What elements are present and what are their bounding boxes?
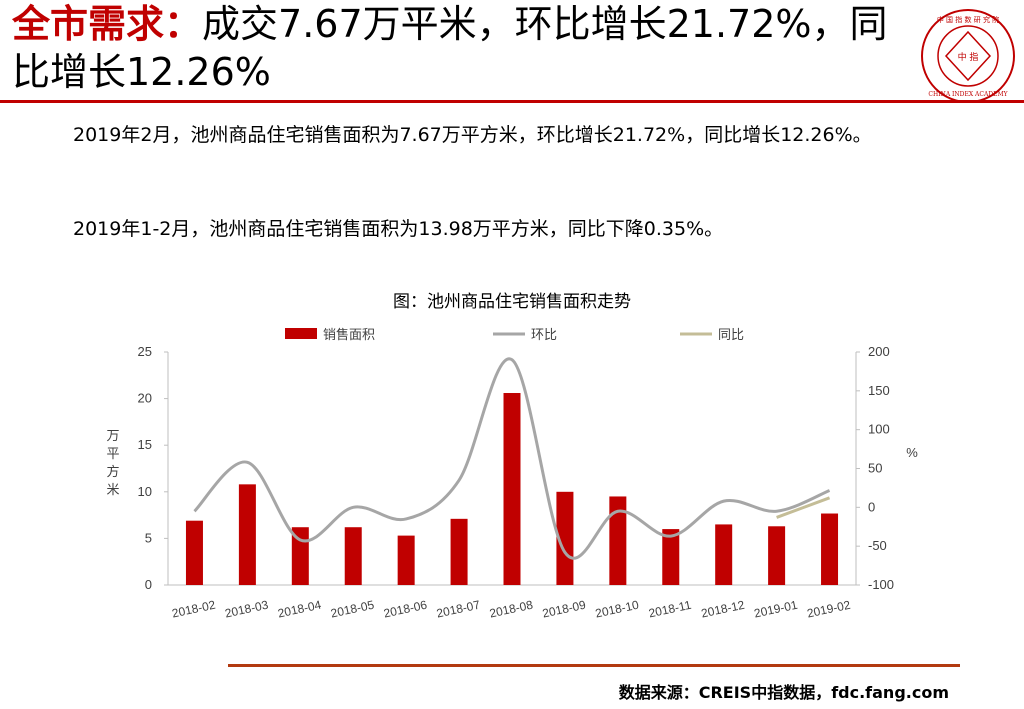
bar-2018-05 xyxy=(344,527,362,585)
right-tick-label: 50 xyxy=(868,461,882,476)
right-tick-label: 100 xyxy=(868,422,890,437)
bar-2018-10 xyxy=(609,496,627,585)
left-axis-label-char: 米 xyxy=(106,482,119,497)
left-tick-label: 5 xyxy=(145,530,152,545)
bar-2018-11 xyxy=(662,529,680,585)
x-tick-label: 2018-05 xyxy=(329,598,375,621)
bar-2018-07 xyxy=(450,518,468,585)
x-tick-label: 2018-08 xyxy=(488,598,534,621)
chart-title: 图：池州商品住宅销售面积走势 xyxy=(393,292,631,312)
logo-ring-text: 中 国 指 数 研 究 院 xyxy=(937,15,999,24)
x-tick-label: 2018-02 xyxy=(171,598,217,621)
left-tick-label: 15 xyxy=(138,437,152,452)
title-divider xyxy=(0,100,1024,103)
logo-center-text: 中 指 xyxy=(958,51,979,63)
left-tick-label: 20 xyxy=(138,391,152,406)
title-rest: 成交7.67万平米，环比增长21.72%，同比增长12.26% xyxy=(12,2,888,94)
bar-2019-02 xyxy=(821,513,839,585)
line-环比 xyxy=(193,357,831,560)
right-tick-label: 200 xyxy=(868,344,890,359)
x-tick-label: 2018-07 xyxy=(435,598,481,621)
legend-label-销售面积: 销售面积 xyxy=(323,327,375,342)
x-tick-label: 2018-11 xyxy=(647,598,692,621)
legend-label-环比: 环比 xyxy=(531,327,557,342)
x-tick-label: 2018-06 xyxy=(382,598,428,621)
logo-ring-text-en: CHINA INDEX ACADEMY xyxy=(928,91,1008,98)
bar-2018-02 xyxy=(185,520,203,585)
bar-2018-09 xyxy=(556,491,574,585)
right-axis-label: % xyxy=(906,445,918,460)
x-tick-label: 2018-12 xyxy=(700,598,746,621)
title-prefix: 全市需求： xyxy=(12,2,203,46)
footer-divider xyxy=(228,664,960,667)
bar-2018-03 xyxy=(238,484,256,585)
paragraph-ytd: 2019年1-2月，池州商品住宅销售面积为13.98万平方米，同比下降0.35%… xyxy=(73,218,724,240)
bar-2018-12 xyxy=(715,524,733,585)
right-tick-label: -100 xyxy=(868,577,894,592)
left-tick-label: 25 xyxy=(138,344,152,359)
bar-2018-06 xyxy=(397,535,415,585)
left-axis-label-char: 平 xyxy=(106,446,119,461)
line-同比 xyxy=(776,496,831,519)
x-tick-label: 2019-02 xyxy=(806,598,852,621)
right-tick-label: 0 xyxy=(868,499,875,514)
page-title: 全市需求：成交7.67万平米，环比增长21.72%，同比增长12.26% xyxy=(12,0,892,96)
legend-label-同比: 同比 xyxy=(718,327,744,342)
x-tick-label: 2018-10 xyxy=(594,598,640,621)
right-tick-label: 150 xyxy=(868,383,890,398)
left-tick-label: 10 xyxy=(138,484,152,499)
legend-swatch-销售面积 xyxy=(285,328,317,339)
left-axis-label-char: 方 xyxy=(106,464,119,479)
right-tick-label: -50 xyxy=(868,538,887,553)
sales-area-chart: 0 5 10 15 20 25 -100 -50 0 50 100 150 200 万平方米% 2018-0… xyxy=(106,327,918,621)
x-tick-label: 2018-09 xyxy=(541,598,587,621)
x-tick-label: 2018-03 xyxy=(224,598,270,621)
bar-2019-01 xyxy=(768,526,786,585)
paragraph-monthly: 2019年2月，池州商品住宅销售面积为7.67万平方米，环比增长21.72%，同… xyxy=(73,124,872,146)
left-axis-label-char: 万 xyxy=(106,428,119,443)
x-tick-label: 2019-01 xyxy=(753,598,799,621)
data-source: 数据来源：CREIS中指数据，fdc.fang.com xyxy=(618,683,949,702)
china-index-academy-logo: 中 国 指 数 研 究 院 CHINA INDEX ACADEMY 中 指 xyxy=(921,9,1015,103)
left-tick-label: 0 xyxy=(145,577,152,592)
bar-2018-08 xyxy=(503,393,521,585)
x-tick-label: 2018-04 xyxy=(276,598,322,621)
